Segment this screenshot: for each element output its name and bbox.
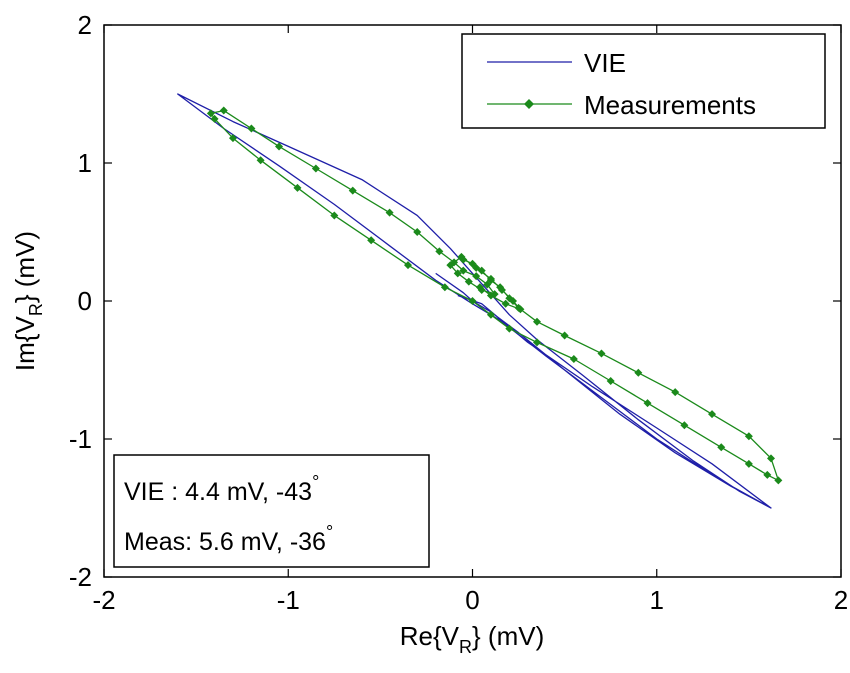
annotation-line-meas: Meas: 5.6 mV, -36° <box>124 522 333 556</box>
series-point-marker <box>560 331 569 340</box>
x-tick-label: -2 <box>92 585 115 615</box>
series-point-marker <box>569 354 578 363</box>
series-point-marker <box>766 454 775 463</box>
series-point-marker <box>464 277 473 286</box>
series-point-marker <box>505 324 514 333</box>
y-axis-label: Im{VR} (mV) <box>10 231 46 371</box>
series-point-marker <box>210 114 219 123</box>
x-tick-label: 2 <box>834 585 848 615</box>
series-point-marker <box>468 297 477 305</box>
series-point-marker <box>247 124 256 133</box>
series-point-marker <box>446 261 455 270</box>
x-tick-label: 0 <box>465 585 479 615</box>
series-point-marker <box>532 317 541 326</box>
annotation-line-vie: VIE : 4.4 mV, -43° <box>124 472 319 506</box>
series-point-marker <box>509 297 518 305</box>
series-point-marker <box>671 388 680 397</box>
legend-label-vie: VIE <box>584 48 626 78</box>
series-point-marker <box>708 410 717 419</box>
series-point-marker <box>457 252 466 261</box>
series-point-marker <box>717 443 726 452</box>
series-point-marker <box>486 310 495 319</box>
series-point-marker <box>475 283 484 292</box>
y-tick-label: -2 <box>69 562 92 592</box>
series-point-marker <box>516 305 525 314</box>
x-tick-label: 1 <box>650 585 664 615</box>
series-point-marker <box>634 368 643 377</box>
series-point-marker <box>744 459 753 468</box>
series-point-marker <box>293 183 302 192</box>
legend-label-measurements: Measurements <box>584 90 756 120</box>
series-point-marker <box>413 228 422 236</box>
series-point-marker <box>206 109 215 118</box>
series-point-marker <box>486 291 495 300</box>
y-tick-label: -1 <box>69 424 92 454</box>
series-point-marker <box>532 338 541 347</box>
series-point-marker <box>435 247 444 256</box>
series-point-marker <box>643 399 652 408</box>
x-axis-label: Re{VR} (mV) <box>400 621 545 657</box>
series-layer <box>177 93 783 509</box>
series-point-marker <box>606 377 615 386</box>
series-point-marker <box>744 432 753 441</box>
series-point-marker <box>219 106 228 115</box>
series-point-marker <box>453 269 462 278</box>
series-point-marker <box>680 421 689 430</box>
series-point-marker <box>275 142 284 151</box>
series-point-marker <box>228 134 237 143</box>
series-point-marker <box>501 299 510 308</box>
annotation-frame <box>113 454 430 568</box>
series-point-marker <box>497 285 506 294</box>
series-point-marker <box>774 476 783 485</box>
x-tick-label: -1 <box>277 585 300 615</box>
series-point-marker <box>472 263 481 272</box>
series-point-marker <box>330 211 339 220</box>
series-point-marker <box>367 236 376 245</box>
annotation-box: VIE : 4.4 mV, -43° Meas: 5.6 mV, -36° <box>113 454 430 568</box>
y-tick-label: 2 <box>78 10 92 40</box>
legend-box <box>461 33 826 129</box>
series-point-marker <box>404 261 413 270</box>
series-point-marker <box>763 470 772 479</box>
series-point-marker <box>486 274 495 283</box>
series-line-0 <box>177 93 772 509</box>
axis-ticks: -2 -1 0 1 2 2 1 0 -1 -2 <box>69 10 848 615</box>
series-point-marker <box>385 208 394 217</box>
series-point-marker <box>440 283 449 292</box>
series-point-marker <box>597 349 606 358</box>
series-point-marker <box>483 280 492 289</box>
y-tick-label: 0 <box>78 286 92 316</box>
series-point-marker <box>348 186 357 195</box>
series-point-marker <box>311 164 320 173</box>
series-point-marker <box>472 272 481 281</box>
series-point-marker <box>256 156 265 165</box>
legend-marker-measurements <box>524 99 534 109</box>
series-point-marker <box>459 266 468 275</box>
series-point-marker <box>477 266 486 275</box>
y-tick-label: 1 <box>78 148 92 178</box>
legend: VIE Measurements <box>461 33 826 129</box>
